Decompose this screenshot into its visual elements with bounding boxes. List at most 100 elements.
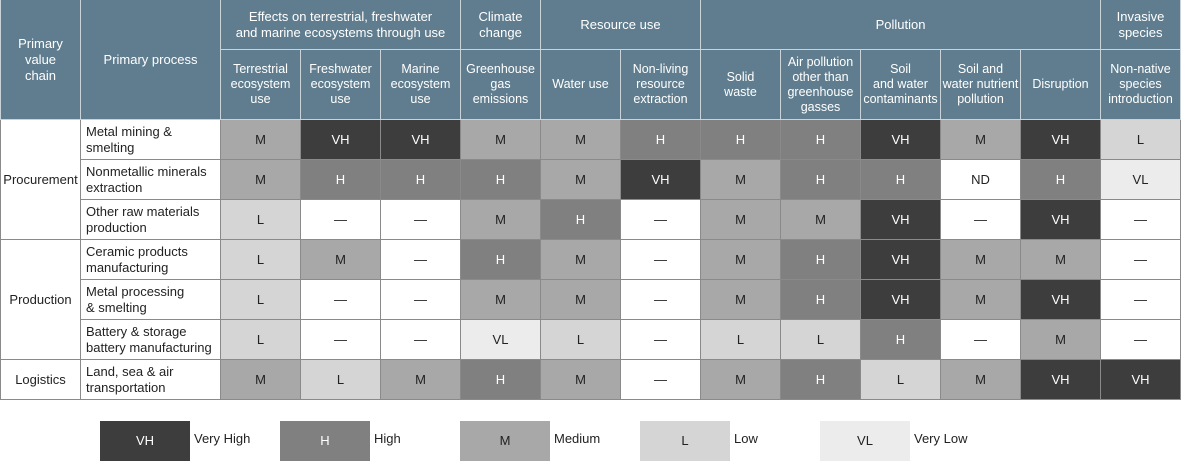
rating-cell: VH	[1021, 120, 1101, 160]
header-column: Terrestrial ecosystem use	[221, 50, 301, 120]
rating-cell: M	[941, 280, 1021, 320]
header-process: Primary process	[81, 0, 221, 120]
rating-cell: M	[941, 120, 1021, 160]
rating-cell: M	[461, 200, 541, 240]
rating-cell: M	[221, 360, 301, 400]
rating-cell: M	[941, 240, 1021, 280]
rating-cell: L	[861, 360, 941, 400]
header-column: Greenhouse gas emissions	[461, 50, 541, 120]
rating-cell: H	[781, 280, 861, 320]
rating-cell: VL	[461, 320, 541, 360]
rating-cell: VH	[1101, 360, 1181, 400]
rating-cell: —	[301, 200, 381, 240]
legend-swatch: VL	[820, 421, 910, 461]
rating-cell: M	[461, 120, 541, 160]
rating-cell: H	[781, 160, 861, 200]
header-group: Resource use	[541, 0, 701, 50]
header-group: Climate change	[461, 0, 541, 50]
rating-cell: —	[1101, 200, 1181, 240]
rating-cell: —	[301, 320, 381, 360]
process-label: Ceramic products manufacturing	[81, 240, 221, 280]
rating-cell: M	[541, 240, 621, 280]
rating-cell: VH	[861, 280, 941, 320]
rating-cell: H	[541, 200, 621, 240]
rating-cell: H	[781, 240, 861, 280]
rating-cell: —	[1101, 320, 1181, 360]
rating-cell: H	[461, 160, 541, 200]
rating-cell: —	[1101, 280, 1181, 320]
header-group: Effects on terrestrial, freshwater and m…	[221, 0, 461, 50]
rating-cell: VH	[861, 200, 941, 240]
header-column: Water use	[541, 50, 621, 120]
legend-swatch: VH	[100, 421, 190, 461]
value-chain-label: Logistics	[0, 360, 81, 400]
rating-cell: L	[301, 360, 381, 400]
process-label: Other raw materials production	[81, 200, 221, 240]
rating-cell: M	[701, 240, 781, 280]
header-column: Freshwater ecosystem use	[301, 50, 381, 120]
rating-cell: —	[621, 200, 701, 240]
header-column: Soil and water nutrient pollution	[941, 50, 1021, 120]
rating-cell: L	[221, 280, 301, 320]
rating-cell: —	[941, 200, 1021, 240]
rating-cell: H	[461, 240, 541, 280]
rating-cell: —	[301, 280, 381, 320]
rating-cell: —	[381, 240, 461, 280]
header-column: Non-native species introduction	[1101, 50, 1181, 120]
rating-cell: M	[221, 120, 301, 160]
rating-cell: H	[461, 360, 541, 400]
header-group: Pollution	[701, 0, 1101, 50]
legend-label: Very High	[194, 431, 251, 446]
rating-cell: VH	[1021, 360, 1101, 400]
rating-cell: VH	[861, 120, 941, 160]
header-column: Solid waste	[701, 50, 781, 120]
rating-cell: H	[301, 160, 381, 200]
rating-cell: L	[701, 320, 781, 360]
rating-cell: M	[701, 200, 781, 240]
value-chain-label: Production	[0, 240, 81, 360]
process-label: Battery & storage battery manufacturing	[81, 320, 221, 360]
rating-cell: M	[541, 160, 621, 200]
rating-cell: VH	[1021, 200, 1101, 240]
rating-cell: H	[701, 120, 781, 160]
rating-cell: M	[701, 160, 781, 200]
rating-cell: —	[621, 240, 701, 280]
rating-cell: M	[541, 280, 621, 320]
rating-cell: H	[1021, 160, 1101, 200]
rating-cell: —	[381, 320, 461, 360]
rating-cell: M	[781, 200, 861, 240]
header-column: Marine ecosystem use	[381, 50, 461, 120]
process-label: Metal mining & smelting	[81, 120, 221, 160]
legend-label: Low	[734, 431, 758, 446]
rating-cell: H	[861, 320, 941, 360]
rating-cell: —	[381, 280, 461, 320]
header-column: Air pollution other than greenhouse gass…	[781, 50, 861, 120]
rating-cell: —	[621, 360, 701, 400]
rating-cell: VH	[381, 120, 461, 160]
header-group: Invasive species	[1101, 0, 1181, 50]
rating-cell: M	[701, 280, 781, 320]
legend-swatch: M	[460, 421, 550, 461]
header-chain: Primary value chain	[0, 0, 81, 120]
rating-cell: VH	[301, 120, 381, 160]
rating-cell: H	[781, 120, 861, 160]
rating-cell: VH	[1021, 280, 1101, 320]
legend-swatch: L	[640, 421, 730, 461]
rating-cell: M	[1021, 240, 1101, 280]
rating-cell: M	[541, 360, 621, 400]
rating-cell: VL	[1101, 160, 1181, 200]
rating-cell: L	[221, 200, 301, 240]
rating-cell: M	[301, 240, 381, 280]
rating-cell: ND	[941, 160, 1021, 200]
rating-cell: —	[621, 280, 701, 320]
value-chain-label: Procurement	[0, 120, 81, 240]
rating-cell: H	[861, 160, 941, 200]
rating-cell: —	[621, 320, 701, 360]
process-label: Metal processing & smelting	[81, 280, 221, 320]
rating-cell: M	[461, 280, 541, 320]
rating-cell: L	[1101, 120, 1181, 160]
rating-cell: M	[941, 360, 1021, 400]
header-column: Soil and water contaminants	[861, 50, 941, 120]
rating-cell: VH	[861, 240, 941, 280]
